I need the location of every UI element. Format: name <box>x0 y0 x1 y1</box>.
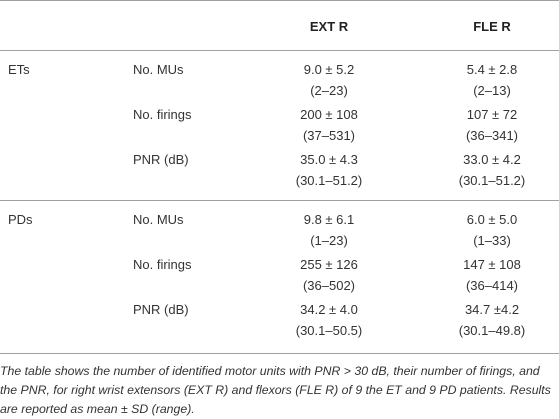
cell-text: 34.2 ± 4.0 <box>300 302 358 317</box>
cell-text: 107 ± 72 <box>466 107 518 122</box>
cell-text: 147 ± 108 <box>463 257 521 272</box>
row-label: PNR (dB) <box>133 152 189 167</box>
column-header: EXT R <box>309 19 349 34</box>
cell-text: 5.4 ± 2.8 <box>466 62 518 77</box>
cell-text: (37–531) <box>302 128 356 143</box>
cell-text: (2–13) <box>473 83 511 98</box>
top-rule <box>0 0 559 1</box>
cell-text: (1–33) <box>473 233 511 248</box>
cell-text: (30.1–50.5) <box>295 323 363 338</box>
cell-text: 6.0 ± 5.0 <box>466 212 518 227</box>
group-label: PDs <box>8 212 33 227</box>
group-label: ETs <box>8 62 30 77</box>
row-label: No. firings <box>133 257 192 272</box>
row-label: No. MUs <box>133 62 184 77</box>
row-label: No. MUs <box>133 212 184 227</box>
cell-text: 9.0 ± 5.2 <box>303 62 355 77</box>
column-header: FLE R <box>473 19 511 34</box>
row-label: PNR (dB) <box>133 302 189 317</box>
cell-text: (2–23) <box>310 83 348 98</box>
cell-text: 9.8 ± 6.1 <box>303 212 355 227</box>
cell-text: (1–23) <box>310 233 348 248</box>
group-rule <box>0 200 559 201</box>
cell-text: (30.1–49.8) <box>458 323 526 338</box>
cell-text: 200 ± 108 <box>300 107 358 122</box>
cell-text: 34.7 ±4.2 <box>464 302 520 317</box>
cell-text: (30.1–51.2) <box>458 173 526 188</box>
cell-text: 33.0 ± 4.2 <box>463 152 521 167</box>
cell-text: (36–502) <box>302 278 356 293</box>
cell-text: (36–341) <box>465 128 519 143</box>
cell-text: 35.0 ± 4.3 <box>300 152 358 167</box>
row-label: No. firings <box>133 107 192 122</box>
footnote: The table shows the number of identified… <box>0 364 551 416</box>
cell-text: (30.1–51.2) <box>295 173 363 188</box>
cell-text: (36–414) <box>465 278 519 293</box>
cell-text: 255 ± 126 <box>300 257 358 272</box>
header-rule <box>0 50 559 51</box>
group-rule <box>0 353 559 354</box>
